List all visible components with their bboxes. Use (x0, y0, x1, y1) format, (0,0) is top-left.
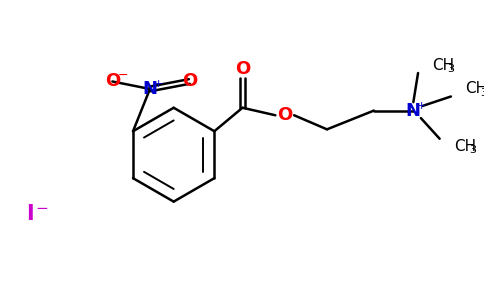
Text: 3: 3 (447, 64, 454, 74)
Text: −: − (118, 69, 128, 82)
Text: +: + (154, 79, 163, 89)
Text: +: + (417, 101, 426, 111)
Text: CH: CH (454, 139, 476, 154)
Text: O: O (235, 60, 250, 78)
Text: CH: CH (432, 58, 454, 73)
Text: O: O (182, 73, 197, 91)
Text: CH: CH (465, 82, 484, 97)
Text: N: N (142, 80, 157, 98)
Text: N: N (406, 102, 421, 120)
Text: 3: 3 (480, 88, 484, 98)
Text: O: O (105, 73, 120, 91)
Text: O: O (277, 106, 292, 124)
Text: I: I (26, 204, 34, 224)
Text: 3: 3 (469, 145, 476, 155)
Text: −: − (35, 201, 48, 216)
